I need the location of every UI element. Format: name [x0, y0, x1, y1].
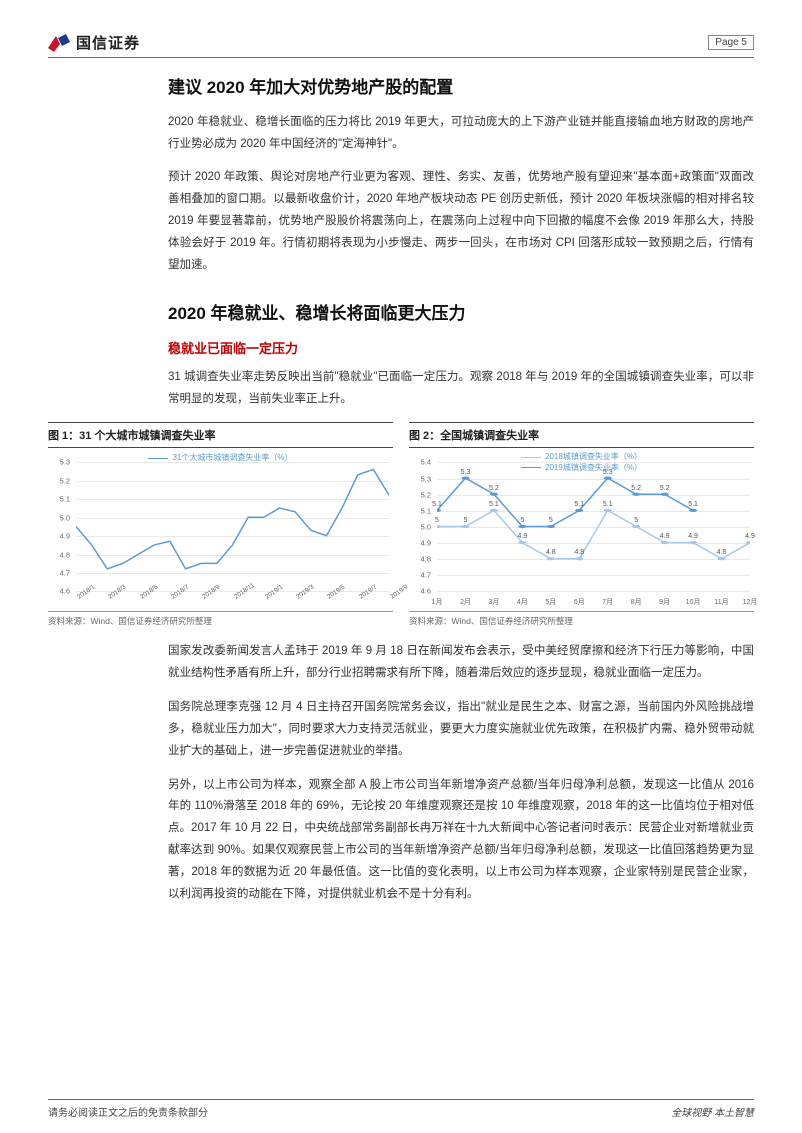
page-number: Page 5	[708, 35, 754, 50]
section3-para1: 国家发改委新闻发言人孟玮于 2019 年 9 月 18 日在新闻发布会表示，受中…	[168, 641, 754, 685]
chart1-x-axis: 2018/12018/32018/52018/72018/92018/11201…	[76, 593, 389, 611]
footer-right: 全球视野 本土智慧	[671, 1104, 754, 1119]
chart2-x-axis: 1月2月3月4月5月6月7月8月9月10月11月12月	[437, 593, 750, 611]
section2-subtitle: 稳就业已面临一定压力	[168, 338, 754, 357]
chart1-source: 资料来源：Wind、国信证券经济研究所整理	[48, 615, 393, 627]
chart1-title: 图 1：31 个大城市城镇调查失业率	[48, 422, 393, 448]
chart1-area: 31个大城市城镇调查失业率（%） 4.64.74.84.95.05.15.25.…	[48, 452, 393, 612]
brand-logo: 国信证券	[48, 32, 140, 53]
footer-left: 请务必阅读正文之后的免责条款部分	[48, 1104, 208, 1119]
section3-para3: 另外，以上市公司为样本，观察全部 A 股上市公司当年新增净资产总额/当年归母净利…	[168, 775, 754, 906]
section1-para1: 2020 年稳就业、稳增长面临的压力将比 2019 年更大，可拉动庞大的上下游产…	[168, 112, 754, 156]
section1-title: 建议 2020 年加大对优势地产股的配置	[168, 76, 754, 100]
section3-para2: 国务院总理李克强 12 月 4 日主持召开国务院常务会议，指出"就业是民生之本、…	[168, 697, 754, 763]
chart2-y-axis: 4.64.74.84.95.05.15.25.35.4	[409, 462, 433, 591]
page-header: 国信证券 Page 5	[48, 32, 754, 58]
chart1-y-axis: 4.64.74.84.95.05.15.25.3	[48, 462, 72, 591]
logo-icon	[48, 34, 70, 52]
chart2-title: 图 2：全国城镇调查失业率	[409, 422, 754, 448]
chart1: 图 1：31 个大城市城镇调查失业率 31个大城市城镇调查失业率（%） 4.64…	[48, 422, 393, 627]
chart2-source: 资料来源：Wind、国信证券经济研究所整理	[409, 615, 754, 627]
brand-name: 国信证券	[76, 32, 140, 53]
chart2-plot: 5.15.35.2555.15.35.25.25.1555.14.94.84.8…	[437, 462, 750, 591]
chart2: 图 2：全国城镇调查失业率 2018城镇调查失业率（%） 2019城镇调查失业率…	[409, 422, 754, 627]
page-footer: 请务必阅读正文之后的免责条款部分 全球视野 本土智慧	[48, 1099, 754, 1119]
chart2-area: 2018城镇调查失业率（%） 2019城镇调查失业率（%） 4.64.74.84…	[409, 452, 754, 612]
section1-para2: 预计 2020 年政策、舆论对房地产行业更为客观、理性、务实、友善，优势地产股有…	[168, 167, 754, 276]
chart1-legend-text: 31个大城市城镇调查失业率（%）	[172, 453, 292, 462]
section2-para1: 31 城调查失业率走势反映出当前"稳就业"已面临一定压力。观察 2018 年与 …	[168, 367, 754, 411]
chart2-legend1: 2018城镇调查失业率（%）	[545, 452, 642, 461]
chart1-plot	[76, 462, 389, 591]
section2-title: 2020 年稳就业、稳增长将面临更大压力	[168, 299, 754, 324]
charts-row: 图 1：31 个大城市城镇调查失业率 31个大城市城镇调查失业率（%） 4.64…	[48, 422, 754, 627]
